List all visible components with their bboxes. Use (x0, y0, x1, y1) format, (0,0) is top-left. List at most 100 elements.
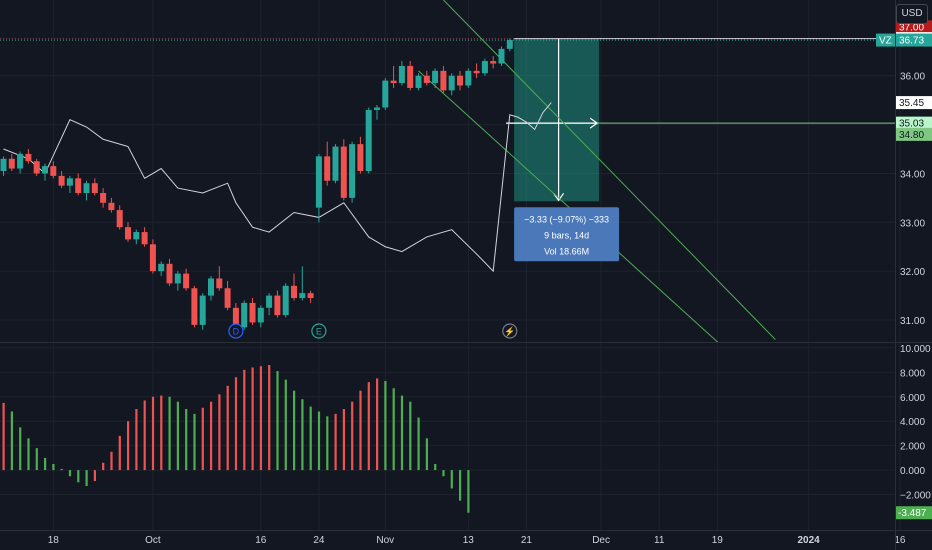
x-tick-label: 16 (255, 535, 267, 546)
symbol-tag-bg (876, 33, 895, 47)
oscillator-bar (168, 396, 171, 471)
oscillator-bar (434, 464, 437, 471)
candle-body (75, 178, 82, 193)
osc-tag: -3.487 (898, 508, 927, 519)
oscillator-bar (44, 457, 47, 471)
osc-tick-label: 10.000 (900, 344, 931, 355)
oscillator-bar (35, 448, 38, 471)
oscillator-bar (193, 413, 196, 471)
oscillator-bar (409, 401, 412, 471)
projection-info-line: Vol 18.66M (544, 246, 589, 256)
oscillator-bar (176, 401, 179, 471)
trendline (442, 0, 776, 340)
osc-tick-label: −2.000 (900, 491, 931, 502)
candle-body (83, 183, 90, 193)
candle-body (224, 288, 231, 308)
oscillator-bar (201, 407, 204, 471)
oscillator-bar (450, 470, 453, 489)
oscillator-bar (293, 390, 296, 471)
osc-tick-label: 6.000 (900, 393, 925, 404)
projection-info-line: −3.33 (−9.07%) −333 (524, 214, 609, 224)
oscillator-bar (309, 406, 312, 471)
grid-lines (0, 0, 901, 530)
oscillator-bar (384, 380, 387, 471)
event-marker: ⚡ (502, 323, 518, 339)
candle-body (108, 202, 115, 211)
candle-body (149, 244, 156, 272)
oscillator-bar (143, 400, 146, 471)
x-tick-label: 21 (521, 535, 533, 546)
oscillator-bar (400, 395, 404, 471)
candle-body (174, 273, 181, 284)
oscillator-bar (85, 470, 88, 486)
candle-body (415, 75, 422, 88)
currency-button[interactable]: USD (896, 4, 928, 24)
oscillator-bar (27, 438, 30, 471)
osc-tag-bg (896, 506, 932, 520)
price-tick-label: 32.00 (900, 267, 925, 278)
candle-body (208, 278, 214, 296)
candle-body (141, 232, 148, 245)
oscillator-bar (317, 411, 321, 471)
candle-body (390, 80, 397, 84)
oscillator-bar (351, 401, 354, 471)
x-tick-label: 19 (712, 535, 724, 546)
event-marker: D (228, 323, 244, 339)
price-pane[interactable]: −3.33 (−9.07%) −333 9 bars, 14d Vol 18.66M… (0, 0, 895, 349)
candle-body (407, 65, 414, 88)
osc-tick-label: 4.000 (900, 417, 925, 428)
event-marker-label: ⚡ (504, 326, 515, 338)
x-tick-label: Nov (376, 535, 394, 546)
candle-body (349, 144, 356, 198)
candle-body (465, 70, 472, 86)
candle-body (42, 166, 48, 174)
x-tick-label: 13 (463, 535, 475, 546)
candle-body (374, 107, 380, 110)
candle-body (232, 307, 239, 328)
price-tag: 36.73 (899, 36, 924, 47)
candle-body (291, 285, 297, 299)
oscillator-bar (334, 413, 337, 471)
projection-info-line: 9 bars, 14d (544, 230, 589, 240)
candle-body (432, 70, 439, 84)
osc-tick-label: 0.000 (900, 466, 925, 477)
candle-body (340, 146, 347, 198)
x-tick-label: 24 (313, 535, 325, 546)
oscillator-bar (268, 365, 271, 471)
candle-body (448, 75, 455, 91)
candle-body (365, 109, 372, 171)
candle-body (506, 40, 513, 49)
oscillator-bar (52, 464, 55, 471)
oscillator-bar (392, 388, 395, 471)
candle-body (398, 65, 405, 84)
oscillator-bar (127, 421, 130, 471)
candle-body (183, 273, 190, 289)
candle-body (133, 232, 140, 240)
oscillator-pane[interactable] (2, 365, 470, 513)
oscillator-bar (102, 462, 105, 471)
price-tick-label: 33.00 (900, 218, 925, 229)
candle-body (216, 278, 223, 289)
candle-body (357, 144, 364, 171)
candle-body (50, 166, 57, 176)
event-marker-ring (228, 323, 244, 339)
candle-body (25, 153, 32, 162)
overlay-line (3, 102, 552, 273)
oscillator-bar (118, 435, 121, 471)
candle-body (0, 158, 7, 171)
candle-body (315, 156, 322, 208)
candle-body (191, 288, 198, 325)
oscillator-bar (367, 382, 370, 471)
event-marker-ring (311, 323, 327, 339)
osc-tick-label: 2.000 (900, 442, 925, 453)
oscillator-bar (467, 470, 470, 513)
candle-body (257, 307, 264, 323)
oscillator-bar (68, 470, 72, 477)
price-tag-bg (896, 96, 932, 110)
price-tag-bg (896, 127, 932, 141)
candle-body (332, 146, 339, 181)
candle-body (33, 161, 40, 174)
oscillator-bar (93, 470, 96, 482)
